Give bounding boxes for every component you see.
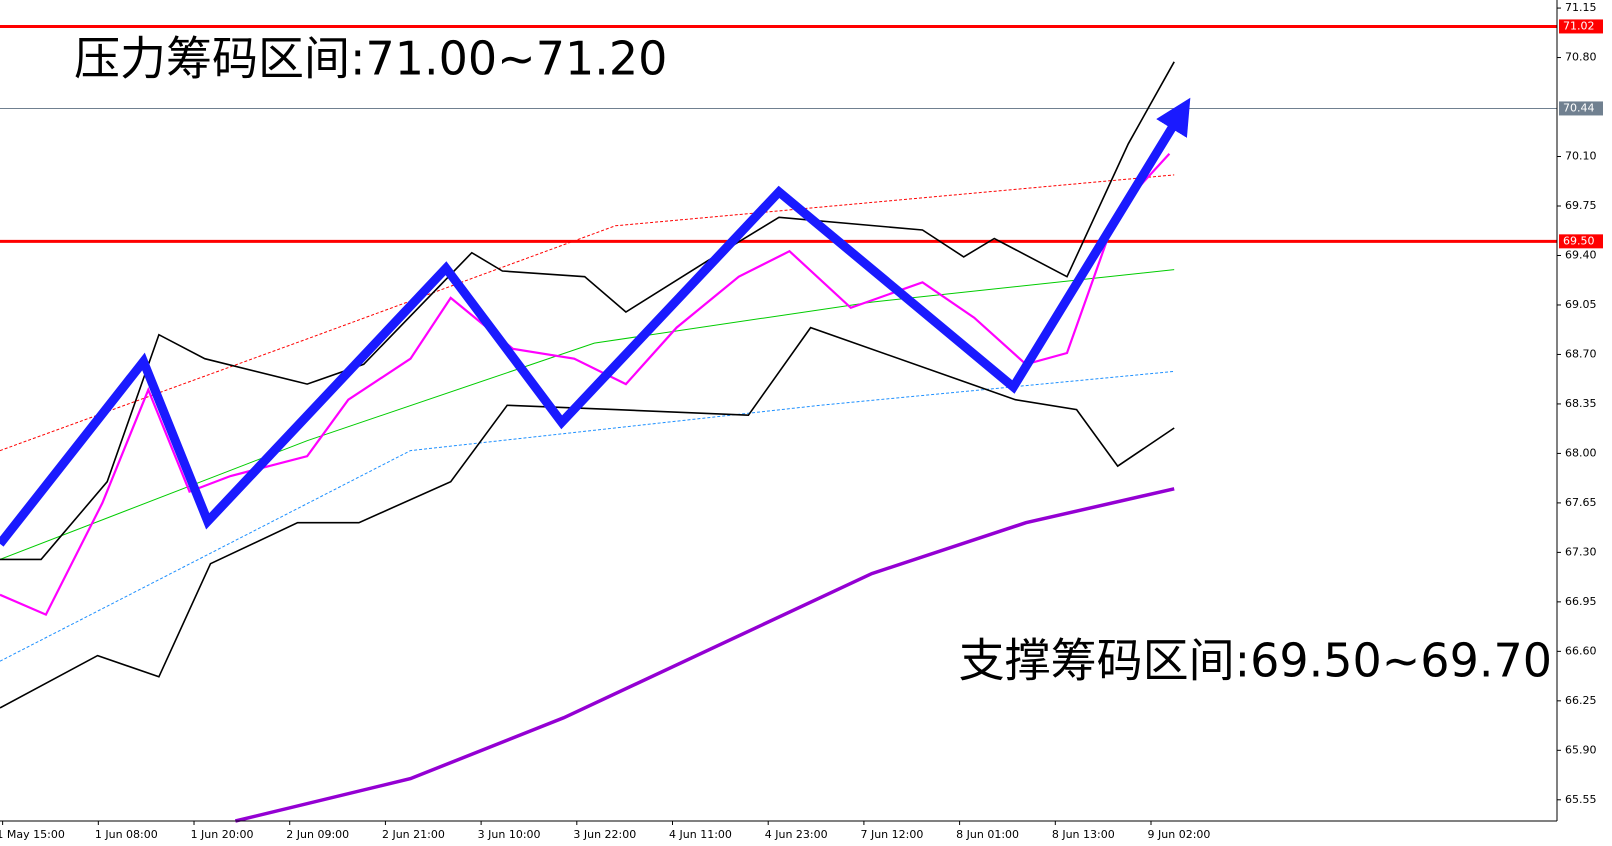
x-tick-label: 2 Jun 21:00 [382, 828, 445, 841]
y-tick-label: 66.25 [1565, 694, 1597, 707]
plot-area: 71.02 70.44 69.50 [0, 19, 1603, 823]
indicator-line [234, 487, 1175, 823]
y-tick-label: 66.60 [1565, 644, 1597, 657]
indicator-line [0, 269, 1175, 560]
price-label: 69.50 [1563, 234, 1595, 247]
x-tick-label: 8 Jun 13:00 [1052, 828, 1115, 841]
annotation: 压力筹码区间:71.00~71.20 [74, 32, 667, 86]
x-tick-label: 3 Jun 22:00 [573, 828, 636, 841]
x-tick-label: 1 Jun 20:00 [191, 828, 254, 841]
y-tick-label: 65.55 [1565, 793, 1597, 806]
x-tick-label: 3 Jun 10:00 [478, 828, 541, 841]
y-tick-label: 66.95 [1565, 595, 1597, 608]
x-tick-label: 1 Jun 08:00 [95, 828, 158, 841]
price-label-box [1559, 234, 1603, 249]
indicator-line [0, 61, 1175, 561]
y-tick-label: 70.80 [1565, 51, 1597, 64]
y-tick-label: 67.30 [1565, 545, 1597, 558]
price-label-box [1559, 19, 1603, 34]
indicator-line [0, 370, 1175, 662]
y-tick-label: 70.10 [1565, 150, 1597, 163]
y-tick-label: 69.40 [1565, 248, 1597, 261]
x-tick-label: 7 Jun 12:00 [860, 828, 923, 841]
y-tick-label: 65.90 [1565, 743, 1597, 756]
y-tick-label: 71.15 [1565, 1, 1597, 14]
x-tick-label: 2 Jun 09:00 [286, 828, 349, 841]
trend-arrow [0, 97, 1191, 547]
price-label: 71.02 [1563, 19, 1595, 32]
y-tick-label: 69.75 [1565, 199, 1597, 212]
x-tick-label: 4 Jun 23:00 [765, 828, 828, 841]
indicator-line [0, 326, 1175, 709]
annotation: 支撑筹码区间:69.50~69.70 [959, 634, 1552, 688]
indicator-line [0, 152, 1171, 617]
y-tick-label: 68.35 [1565, 397, 1597, 410]
y-tick-label: 69.05 [1565, 298, 1597, 311]
x-tick-label: 8 Jun 01:00 [956, 828, 1019, 841]
y-tick-label: 68.70 [1565, 347, 1597, 360]
x-tick-label: 4 Jun 11:00 [669, 828, 732, 841]
y-tick-label: 67.65 [1565, 496, 1597, 509]
price-label-box [1559, 101, 1603, 116]
y-tick-label: 68.00 [1565, 446, 1597, 459]
x-tick-label: 9 Jun 02:00 [1148, 828, 1211, 841]
x-tick-label: 1 May 15:00 [0, 828, 65, 841]
price-label: 70.44 [1563, 101, 1595, 114]
